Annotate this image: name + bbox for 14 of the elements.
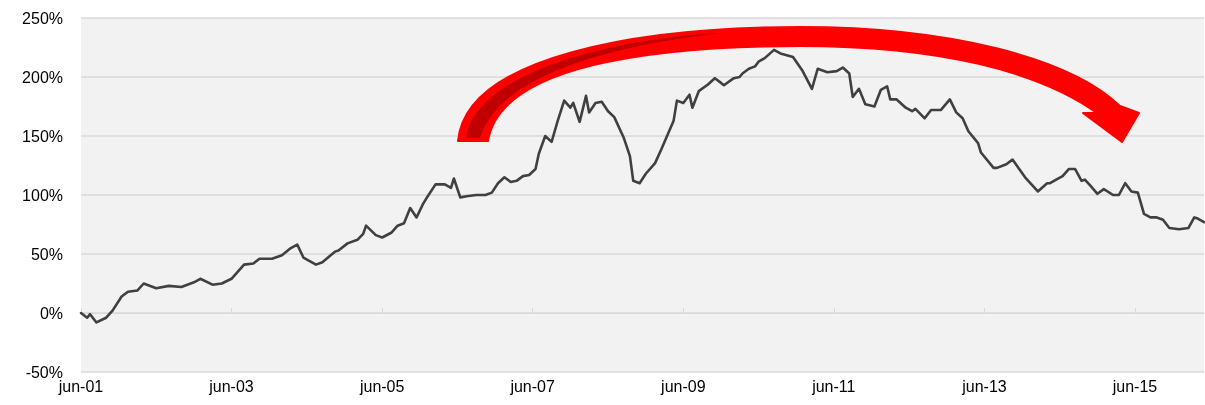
- y-tick-label: 50%: [30, 245, 63, 263]
- y-tick-label: 150%: [22, 127, 63, 145]
- y-tick-label: 250%: [22, 9, 63, 27]
- x-tick-label: jun-07: [509, 377, 555, 395]
- line-series: [79, 48, 1205, 324]
- y-tick-label: 0%: [39, 304, 63, 322]
- y-tick-label: 100%: [22, 186, 63, 204]
- x-tick-label: jun-11: [811, 377, 856, 395]
- x-tick-label: jun-09: [660, 377, 706, 395]
- x-tick-label: jun-13: [961, 377, 1007, 395]
- y-tick-label: 200%: [22, 68, 63, 86]
- x-tick-label: jun-15: [1111, 377, 1158, 395]
- x-tick-label: jun-05: [358, 377, 405, 395]
- x-tick-label: jun-03: [208, 377, 254, 395]
